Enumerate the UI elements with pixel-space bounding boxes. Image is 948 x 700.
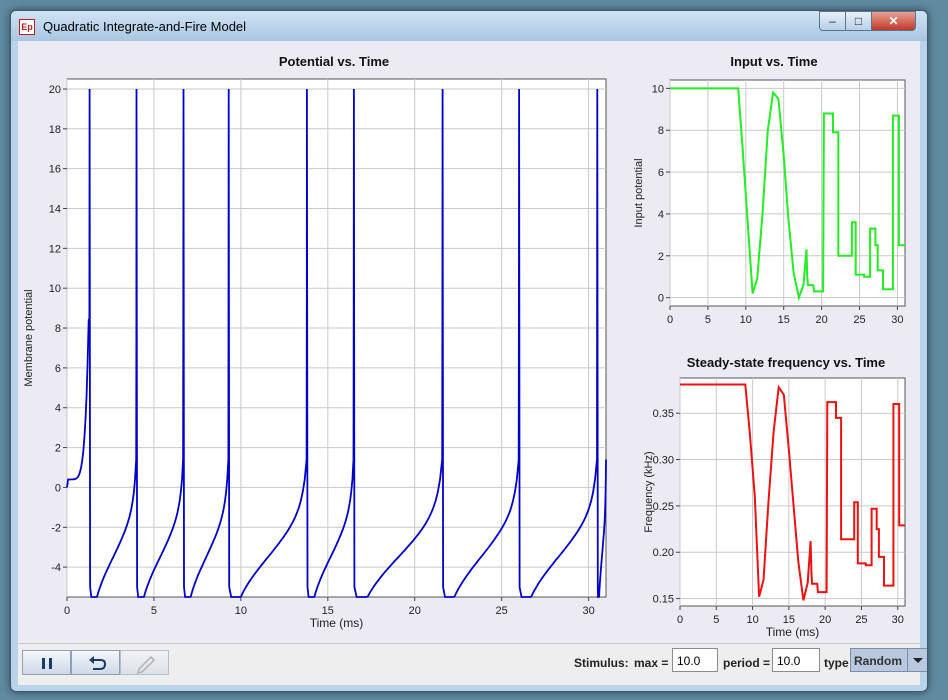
y-tick-label: 16 [49,164,61,176]
y-tick-label: 0.25 [653,501,674,513]
chart-title-potential: Potential vs. Time [279,54,389,69]
app-icon: Ep [19,19,35,35]
y-tick-label: -2 [51,522,61,534]
y-tick-label: 8 [55,323,61,335]
chart-title-input: Input vs. Time [730,54,817,69]
x-tick-label: 15 [778,314,790,326]
x-tick-label: 0 [64,605,70,617]
y-tick-label: 0.35 [653,408,674,420]
y-axis-label: Membrane potential [23,289,35,386]
type-select-value: Random [854,654,902,668]
main-panel: 0 5 10 15 20 25 30 20 18 16 14 12 10 8 6 4 2 0 -2 -4 Potenti… [18,41,927,685]
y-tick-label: 18 [49,124,61,136]
y-tick-label: 6 [55,363,61,375]
x-tick-label: 0 [667,314,673,326]
type-label: type [824,656,849,670]
y-tick-label: 2 [658,251,664,263]
type-select[interactable]: Random [850,648,927,672]
y-tick-label: 0 [658,293,664,305]
y-tick-label: 10 [49,283,61,295]
y-axis-label: Input potential [633,158,645,227]
x-tick-label: 0 [677,614,683,626]
x-tick-label: 5 [713,614,719,626]
x-axis-label: Time (ms) [310,616,364,630]
x-tick-label: 10 [746,614,758,626]
control-bar: Stimulus: max = 10.0 period = 10.0 type … [18,643,927,685]
close-icon: ✕ [888,14,899,28]
y-tick-label: 4 [658,209,664,221]
x-tick-label: 25 [496,605,508,617]
chevron-down-icon[interactable] [907,649,927,671]
x-tick-label: 5 [705,314,711,326]
series-line-potential [66,88,607,598]
x-tick-label: 30 [892,614,904,626]
period-label: period = [723,656,771,670]
pause-icon [42,658,52,669]
reset-button[interactable] [71,650,120,675]
y-tick-label: 0.15 [653,594,674,606]
x-tick-label: 15 [783,614,795,626]
y-axis-label: Frequency (kHz) [643,451,655,532]
y-tick-label: 20 [49,84,61,96]
y-tick-label: 14 [49,204,61,216]
x-axis-label: Time (ms) [766,625,820,639]
x-tick-label: 10 [235,605,247,617]
x-tick-label: 30 [582,605,594,617]
title-bar[interactable]: Ep Quadratic Integrate-and-Fire Model – … [11,11,927,41]
close-button[interactable]: ✕ [871,11,916,31]
y-tick-label: 12 [49,243,61,255]
y-tick-label: 4 [55,403,61,415]
max-label: max = [634,656,669,670]
plot-area-potential [66,78,607,598]
y-tick-label: 0.30 [653,455,674,467]
maximize-icon: □ [854,14,863,28]
stimulus-label: Stimulus: [574,656,629,670]
maximize-button[interactable]: □ [845,11,872,31]
x-tick-label: 15 [322,605,334,617]
period-input[interactable]: 10.0 [772,648,820,672]
y-tick-label: 10 [652,83,664,95]
charts-canvas: 0 5 10 15 20 25 3020181614121086420-2-4Potenti… [18,41,920,643]
app-window: Ep Quadratic Integrate-and-Fire Model – … [10,10,928,692]
series-line-input [670,87,905,302]
x-tick-label: 30 [891,314,903,326]
x-tick-label: 25 [853,314,865,326]
undo-icon [89,656,107,670]
x-tick-label: 20 [819,614,831,626]
y-tick-label: 6 [658,167,664,179]
plot-area-input [669,79,906,307]
y-tick-label: -4 [51,562,61,574]
y-tick-label: 0 [55,482,61,494]
minimize-button[interactable]: – [819,11,846,31]
y-tick-label: 2 [55,443,61,455]
max-input[interactable]: 10.0 [672,648,718,672]
minimize-icon: – [829,14,836,28]
x-tick-label: 25 [855,614,867,626]
x-tick-label: 5 [151,605,157,617]
chart-title-frequency: Steady-state frequency vs. Time [687,355,885,370]
x-tick-label: 20 [409,605,421,617]
x-tick-label: 10 [740,314,752,326]
series-line-frequency [680,383,905,601]
edit-button[interactable] [120,650,169,675]
pencil-icon [136,655,156,675]
y-tick-label: 0.20 [653,547,674,559]
y-tick-label: 8 [658,125,664,137]
window-title: Quadratic Integrate-and-Fire Model [43,19,247,34]
x-tick-label: 20 [815,314,827,326]
pause-button[interactable] [22,650,71,675]
